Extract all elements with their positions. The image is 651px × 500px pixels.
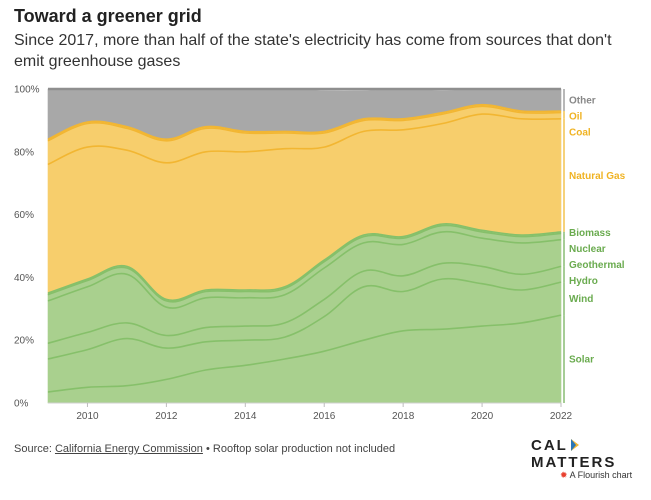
y-tick-label: 80% <box>14 147 34 158</box>
y-tick-label: 20% <box>14 336 34 347</box>
source-prefix: Source: <box>14 443 55 455</box>
chart-title: Toward a greener grid <box>14 6 202 26</box>
x-tick-label: 2010 <box>76 411 99 422</box>
line-hydro <box>47 261 562 345</box>
y-axis: 0% 20% 40% 60% 80% 100% <box>14 85 40 410</box>
flourish-credit-label: A Flourish chart <box>569 470 633 480</box>
series-label-natural-gas: Natural Gas <box>569 171 626 182</box>
line-oil <box>47 103 562 141</box>
y-tick-label: 40% <box>14 273 34 284</box>
series-label-other: Other <box>569 95 596 106</box>
series-label-nuclear: Nuclear <box>569 244 606 255</box>
y-tick-label: 60% <box>14 210 34 221</box>
series-label-oil: Oil <box>569 111 583 122</box>
y-tick-label: 100% <box>14 85 40 96</box>
series-label-hydro: Hydro <box>569 276 598 287</box>
x-tick-label: 2012 <box>155 411 178 422</box>
line-biomass <box>47 223 562 302</box>
source-note: Source: California Energy Commission • R… <box>14 443 395 455</box>
footer-note: • Rooftop solar production not included <box>202 443 396 455</box>
x-tick-label: 2020 <box>471 411 494 422</box>
line-nuclear <box>47 224 562 303</box>
series-label-solar: Solar <box>569 355 594 366</box>
y-tick-label: 0% <box>14 399 29 410</box>
flourish-logo-icon: ✹ <box>560 470 568 480</box>
line-geothermal <box>47 230 562 309</box>
x-tick-label: 2022 <box>550 411 573 422</box>
series-label-wind: Wind <box>569 294 593 305</box>
series-labels: Other Oil Coal Natural Gas Biomass Nuclear Geo… <box>563 89 626 403</box>
chart-subtitle: Since 2017, more than half of the state'… <box>14 32 612 70</box>
x-tick-label: 2016 <box>313 411 336 422</box>
line-wind <box>47 277 562 360</box>
line-solar <box>47 314 562 393</box>
source-link[interactable]: California Energy Commission <box>54 443 203 455</box>
line-natural-gas <box>47 113 562 166</box>
line-coal <box>47 105 562 142</box>
flourish-credit[interactable]: ✹ A Flourish chart <box>560 470 632 481</box>
series-label-coal: Coal <box>569 127 591 138</box>
series-areas <box>47 88 562 404</box>
x-axis: 2010 2012 2014 2016 2018 2020 2022 <box>48 402 573 422</box>
brand-left: CAL <box>531 437 568 454</box>
brand-right: MATTERS <box>531 454 617 471</box>
series-label-biomass: Biomass <box>569 228 611 239</box>
x-tick-label: 2014 <box>234 411 257 422</box>
calmatters-logo[interactable]: CALMATTERS <box>531 437 651 471</box>
series-label-geothermal: Geothermal <box>569 260 625 271</box>
x-tick-label: 2018 <box>392 411 415 422</box>
calmatters-mark-icon <box>570 439 579 451</box>
series-boundary-lines <box>47 87 562 393</box>
